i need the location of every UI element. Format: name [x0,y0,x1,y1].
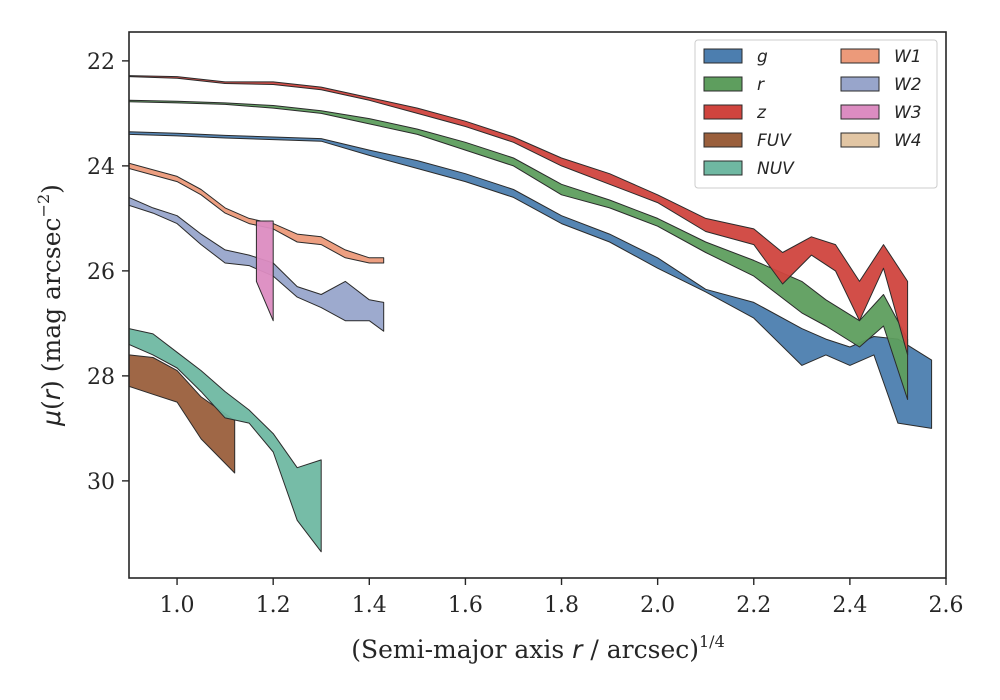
legend-item-fuv: FUV [703,131,792,151]
legend-swatch [840,132,880,148]
band-g [129,131,933,429]
legend-label: z [756,103,767,123]
legend-label: W1 [894,47,922,67]
band-z [129,75,909,356]
legend-swatch [703,48,743,64]
x-tick-label: 2.2 [736,593,771,618]
legend-item-z: z [703,103,767,123]
x-tick-label: 1.8 [544,593,579,618]
legend-swatch [703,104,743,120]
x-tick-label: 2.0 [640,593,675,618]
legend-swatch [840,76,880,92]
legend-item-w3: W3 [840,103,922,123]
plot-frame [128,31,947,579]
legend-swatch [703,132,743,148]
legend-item-nuv: NUV [703,159,795,179]
legend-swatch [840,104,880,120]
x-tick-label: 1.6 [448,593,483,618]
y-tick-label: 26 [87,260,115,285]
legend-label: W4 [894,131,922,151]
legend-label: r [757,75,765,95]
band-w3 [255,220,274,322]
legend-label: W2 [894,75,922,95]
legend: grz FUV NUV W1 W2 W3 W4 [694,39,938,189]
legend-item-r: r [703,75,765,95]
band-w1 [129,162,385,264]
band-r [129,99,909,400]
legend-label: g [757,47,768,67]
x-axis: 1.0 1.2 1.4 1.6 1.8 2.0 2.2 2.4 2.6 [160,578,964,618]
legend-item-w1: W1 [840,47,922,67]
x-axis-label: (Semi-major axis r / arcsec)1/4 [351,632,725,664]
y-axis: 22 24 26 28 30 [87,50,129,495]
legend-item-w4: W4 [840,131,922,151]
legend-swatch [703,76,743,92]
legend-item-w2: W2 [840,75,922,95]
legend-label: NUV [757,159,795,179]
x-tick-label: 1.2 [256,593,291,618]
y-tick-label: 28 [87,365,115,390]
x-tick-label: 1.0 [160,593,195,618]
data-bands [129,75,933,553]
legend-swatch [840,48,880,64]
legend-item-g: g [703,47,768,67]
y-tick-label: 24 [87,155,115,180]
y-tick-label: 22 [87,50,115,75]
legend-label: W3 [894,103,922,123]
x-tick-label: 1.4 [352,593,387,618]
legend-label: FUV [757,131,792,151]
band-fuv [129,354,236,474]
band-nuv [129,328,322,553]
y-axis-label: μ(r) (mag arcsec−2) [34,184,66,427]
x-tick-label: 2.4 [832,593,867,618]
legend-swatch [703,160,743,176]
y-tick-label: 30 [87,470,115,495]
x-tick-label: 2.6 [929,593,964,618]
